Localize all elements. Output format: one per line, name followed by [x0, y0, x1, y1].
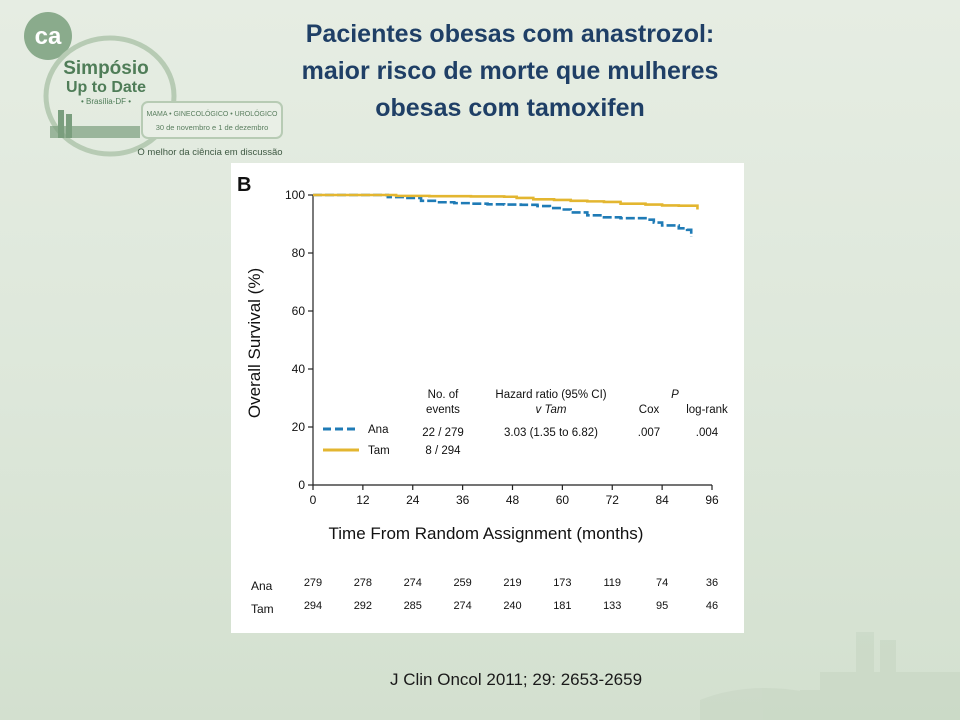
title-line-2: maior risco de morte que mulheres — [301, 57, 719, 85]
y-tick-label: 100 — [285, 188, 305, 202]
at-risk-value: 173 — [553, 577, 571, 589]
y-ticks: 0 20 40 60 80 100 — [285, 188, 313, 492]
at-risk-value: 285 — [404, 600, 422, 612]
x-ticks: 0 12 24 36 48 60 72 84 96 — [310, 485, 719, 507]
at-risk-value: 274 — [404, 577, 422, 589]
slide-title: Pacientes obesas com anastrozol: maior r… — [250, 16, 770, 127]
km-chart: B 0 20 40 60 80 100 0 12 24 36 48 60 72 84 96 Overall… — [237, 174, 728, 616]
ana-hr: 3.03 (1.35 to 6.82) — [504, 427, 598, 439]
at-risk-value: 36 — [706, 577, 718, 589]
title-line-3: obesas com tamoxifen — [375, 94, 645, 122]
y-tick-label: 60 — [292, 304, 306, 318]
at-risk-value: 279 — [304, 577, 322, 589]
x-axis-label: Time From Random Assignment (months) — [329, 524, 644, 543]
x-tick-label: 72 — [606, 493, 620, 507]
hdr-hr-2: v Tam — [536, 404, 567, 416]
hdr-events-2: events — [426, 404, 460, 416]
hdr-hr-1: Hazard ratio (95% CI) — [495, 389, 606, 401]
series-ana-line — [313, 193, 693, 238]
logo-event-line1: Simpósio — [63, 58, 149, 79]
x-tick-label: 96 — [705, 493, 719, 507]
at-risk-value: 119 — [603, 577, 621, 589]
at-risk-label: Ana — [251, 579, 273, 593]
legend-table: No. of events Hazard ratio (95% CI) v Ta… — [323, 389, 728, 457]
x-tick-label: 48 — [506, 493, 520, 507]
logo-specialties: MAMA • GINECOLÓGICO • UROLÓGICO — [147, 109, 278, 118]
logo-dates: 30 de novembro e 1 de dezembro — [156, 123, 269, 132]
logo-badge-text: ca — [35, 23, 62, 50]
y-tick-label: 40 — [292, 362, 306, 376]
tam-events: 8 / 294 — [425, 445, 461, 457]
x-tick-label: 24 — [406, 493, 420, 507]
x-tick-label: 12 — [356, 493, 370, 507]
logo-tagline: O melhor da ciência em discussão — [137, 147, 282, 158]
citation: J Clin Oncol 2011; 29: 2653-2659 — [390, 670, 643, 689]
ana-logrank: .004 — [696, 427, 719, 439]
at-risk-value: 240 — [503, 600, 521, 612]
title-line-1: Pacientes obesas com anastrozol: — [305, 20, 715, 48]
hdr-events-1: No. of — [428, 389, 459, 401]
at-risk-value: 74 — [656, 577, 668, 589]
at-risk-value: 292 — [354, 600, 372, 612]
hdr-logrank: log-rank — [686, 404, 728, 416]
at-risk-value: 219 — [503, 577, 521, 589]
ana-events: 22 / 279 — [422, 427, 464, 439]
y-tick-label: 80 — [292, 246, 306, 260]
ana-cox: .007 — [638, 427, 660, 439]
logo-badge-icon — [24, 12, 72, 60]
at-risk-label: Tam — [251, 602, 274, 616]
legend-label-tam: Tam — [368, 445, 390, 457]
at-risk-value: 46 — [706, 600, 718, 612]
hdr-p: P — [671, 389, 679, 401]
at-risk-value: 95 — [656, 600, 668, 612]
event-logo: ca Simpósio Up to Date • Brasília-DF • M… — [24, 12, 283, 158]
at-risk-value: 274 — [453, 600, 471, 612]
x-tick-label: 60 — [556, 493, 570, 507]
x-tick-label: 84 — [655, 493, 669, 507]
y-tick-label: 0 — [298, 478, 305, 492]
at-risk-value: 278 — [354, 577, 372, 589]
at-risk-table: Ana 279 278 274 259 219 173 119 74 36 Tam 294 292 285… — [251, 577, 718, 616]
x-tick-label: 36 — [456, 493, 470, 507]
x-tick-label: 0 — [310, 493, 317, 507]
at-risk-value: 181 — [553, 600, 571, 612]
at-risk-value: 294 — [304, 600, 322, 612]
logo-event-line2: Up to Date — [66, 79, 146, 96]
panel-label: B — [237, 174, 251, 196]
at-risk-value: 259 — [453, 577, 471, 589]
series-layer — [313, 193, 699, 238]
logo-location: • Brasília-DF • — [81, 97, 131, 106]
y-axis-label: Overall Survival (%) — [245, 268, 264, 418]
at-risk-value: 133 — [603, 600, 621, 612]
series-tam-line — [313, 193, 699, 210]
survival-figure: B 0 20 40 60 80 100 0 12 24 36 48 60 72 84 96 Overall… — [231, 163, 744, 633]
y-tick-label: 20 — [292, 420, 306, 434]
legend-label-ana: Ana — [368, 424, 389, 436]
hdr-cox: Cox — [639, 404, 660, 416]
building-icon — [50, 110, 140, 138]
